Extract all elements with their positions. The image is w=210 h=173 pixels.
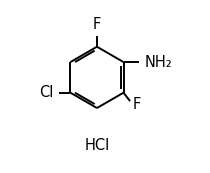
Text: Cl: Cl xyxy=(39,85,53,100)
Text: HCl: HCl xyxy=(84,138,110,153)
Text: F: F xyxy=(133,97,141,112)
Text: F: F xyxy=(93,17,101,32)
Text: NH₂: NH₂ xyxy=(145,54,173,70)
